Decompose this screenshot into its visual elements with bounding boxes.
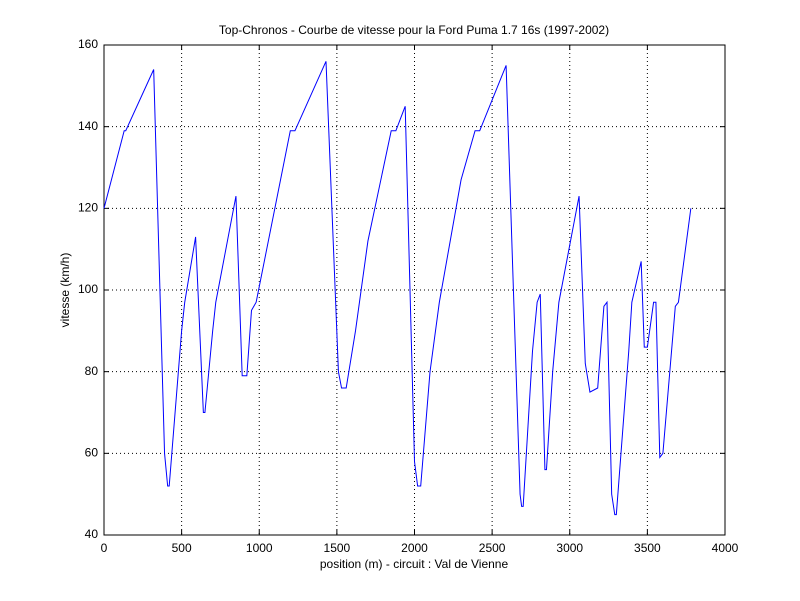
- y-tick-label: 80: [85, 364, 99, 378]
- y-tick-label: 60: [85, 446, 99, 460]
- y-tick-label: 140: [78, 119, 98, 133]
- x-tick-label: 0: [101, 541, 108, 555]
- data-line: [103, 61, 692, 516]
- y-axis-label: vitesse (km/h): [58, 253, 72, 328]
- y-tick-label: 160: [78, 37, 98, 51]
- x-tick-label: 500: [172, 541, 192, 555]
- x-axis-label: position (m) - circuit : Val de Vienne: [320, 557, 509, 571]
- x-tick-label: 2000: [401, 541, 428, 555]
- x-tick-label: 3000: [556, 541, 583, 555]
- y-tick-label: 120: [78, 201, 98, 215]
- x-tick-label: 1000: [246, 541, 273, 555]
- y-tick-label: 100: [78, 282, 98, 296]
- x-tick-label: 1500: [324, 541, 351, 555]
- y-tick-label: 40: [85, 527, 99, 541]
- x-tick-label: 2500: [479, 541, 506, 555]
- chart-title: Top-Chronos - Courbe de vitesse pour la …: [219, 23, 609, 37]
- x-tick-label: 3500: [634, 541, 661, 555]
- x-tick-label: 4000: [712, 541, 739, 555]
